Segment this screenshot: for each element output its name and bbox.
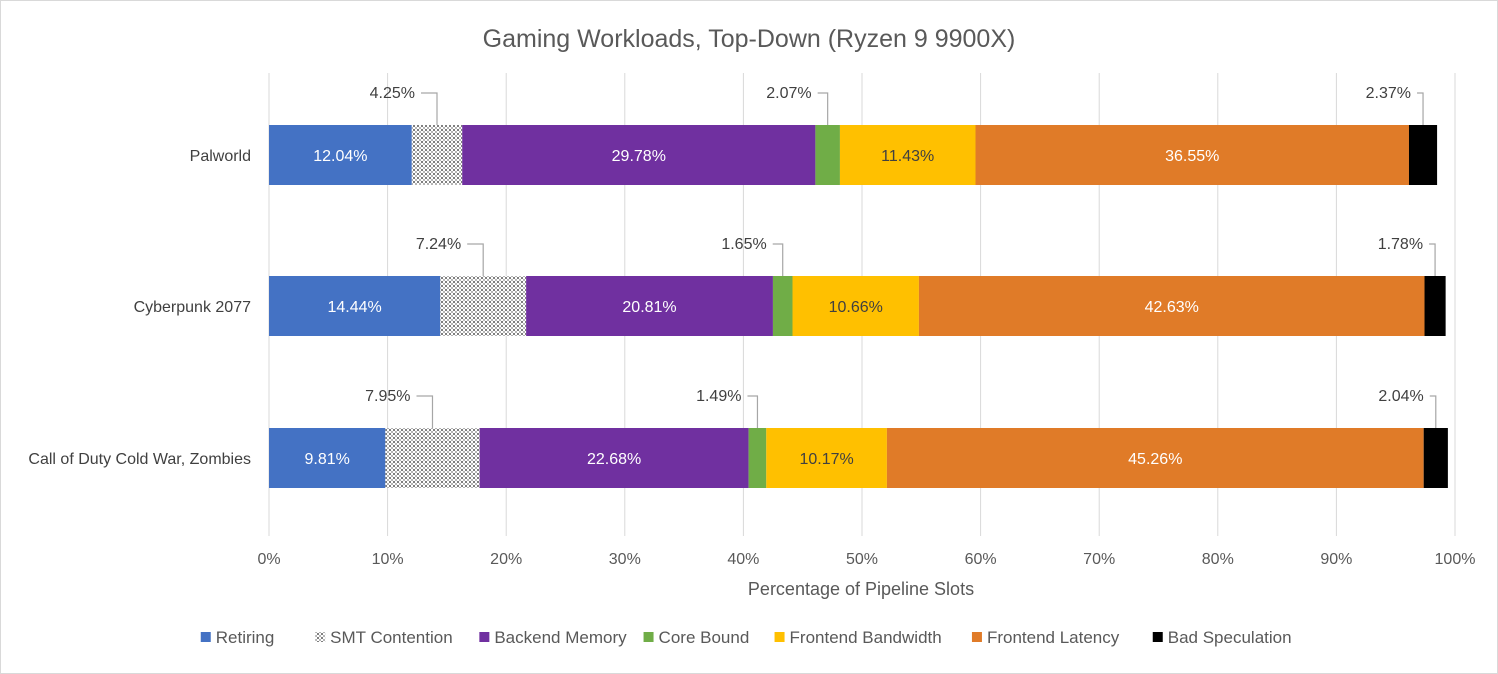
legend-item-bad-speculation: Bad Speculation [1152,628,1292,647]
data-label: 36.55% [1165,148,1219,165]
x-tick-label: 40% [727,551,759,568]
bar-segment-backend-memory [526,276,773,336]
legend: Retiring SMT Contention Backend Memory Core… [200,628,1292,647]
data-label: 10.66% [829,299,883,316]
data-label: 29.78% [612,148,666,165]
bar-segment-frontend-latency [886,428,1424,488]
bar-segment-smt-contention [385,428,480,488]
data-label: 12.04% [313,148,367,165]
callout-leader [1429,243,1436,276]
x-tick-label: 0% [257,551,280,568]
bar-segment-bad-speculation [1424,276,1446,336]
data-label: 11.43% [881,148,934,165]
legend-label: Backend Memory [494,628,627,647]
callout-leader [747,395,759,428]
category-label: Call of Duty Cold War, Zombies [28,451,251,468]
callout-leader [1417,92,1424,125]
bar-segment-frontend-bandwidth [766,428,887,488]
bar-segment-retiring [269,125,412,185]
bar-segment-smt-contention [440,276,527,336]
data-label: 9.81% [304,451,349,468]
data-label: 1.49% [696,388,741,405]
data-label: 1.65% [721,236,766,253]
data-label: 1.78% [1378,236,1423,253]
legend-item-frontend-latency: Frontend Latency [971,628,1120,647]
x-axis-title: Percentage of Pipeline Slots [748,579,974,599]
bars [269,125,1448,488]
x-tick-label: 20% [490,551,522,568]
data-labels: 12.04% 4.25% 29.78% 2.07% 11.43% 36.55% 2.37% 1… [304,85,1437,468]
x-tick-label: 70% [1083,551,1115,568]
callout-leader [467,243,484,276]
legend-swatch [315,632,326,642]
legend-label: Bad Speculation [1168,628,1292,647]
legend-swatch [774,632,785,642]
data-label: 20.81% [622,299,676,316]
callout-leader [817,92,829,125]
data-label: 4.25% [370,85,415,102]
x-tick-label: 100% [1435,551,1476,568]
legend-item-smt-contention: SMT Contention [315,628,453,647]
legend-swatch [200,632,211,642]
bar-segment-core-bound [815,125,840,185]
data-label: 22.68% [587,451,641,468]
callout-leader [416,395,434,428]
legend-item-frontend-bandwidth: Frontend Bandwidth [774,628,942,647]
callout-leader [1429,395,1437,428]
legend-swatch [1152,632,1163,642]
chart-title: Gaming Workloads, Top-Down (Ryzen 9 9900… [483,25,1016,53]
bar-segment-core-bound [748,428,767,488]
data-label: 7.95% [365,388,410,405]
data-label: 10.17% [799,451,853,468]
bar-segment-bad-speculation [1423,428,1448,488]
bar-segment-frontend-bandwidth [839,125,976,185]
callout-leader [420,92,438,125]
x-tick-label: 60% [965,551,997,568]
x-tick-label: 10% [372,551,404,568]
bar-segment-frontend-bandwidth [792,276,919,336]
legend-label: Frontend Bandwidth [790,628,942,647]
legend-label: SMT Contention [330,628,453,647]
legend-swatch [479,632,490,642]
x-tick-label: 50% [846,551,878,568]
x-tick-label: 30% [609,551,641,568]
legend-item-backend-memory: Backend Memory [479,628,627,647]
legend-swatch [643,632,654,642]
bar-segment-frontend-latency [918,276,1425,336]
data-label: 2.37% [1366,85,1411,102]
callout-leader [772,243,784,276]
legend-label: Core Bound [659,628,750,647]
data-label: 2.04% [1378,388,1423,405]
bar-segment-core-bound [772,276,793,336]
bar-segment-smt-contention [411,125,463,185]
legend-item-core-bound: Core Bound [643,628,750,647]
bar-segment-frontend-latency [975,125,1409,185]
bar-segment-backend-memory [479,428,749,488]
x-tick-label: 80% [1202,551,1234,568]
category-label: Palworld [190,148,251,165]
bar-segment-retiring [269,428,386,488]
bar-segment-bad-speculation [1408,125,1438,185]
data-label: 42.63% [1145,299,1199,316]
category-label: Cyberpunk 2077 [134,299,252,316]
data-label: 45.26% [1128,451,1182,468]
legend-item-retiring: Retiring [200,628,275,647]
legend-label: Frontend Latency [987,628,1120,647]
data-label: 14.44% [327,299,381,316]
legend-label: Retiring [216,628,275,647]
data-label: 2.07% [766,85,811,102]
data-label: 7.24% [416,236,461,253]
x-axis: 0% 10% 20% 30% 40% 50% 60% 70% 80% 90% 100% Palworl… [28,148,1475,568]
x-tick-label: 90% [1320,551,1352,568]
legend-swatch [971,632,982,642]
bar-segment-backend-memory [462,125,816,185]
bar-segment-retiring [269,276,441,336]
